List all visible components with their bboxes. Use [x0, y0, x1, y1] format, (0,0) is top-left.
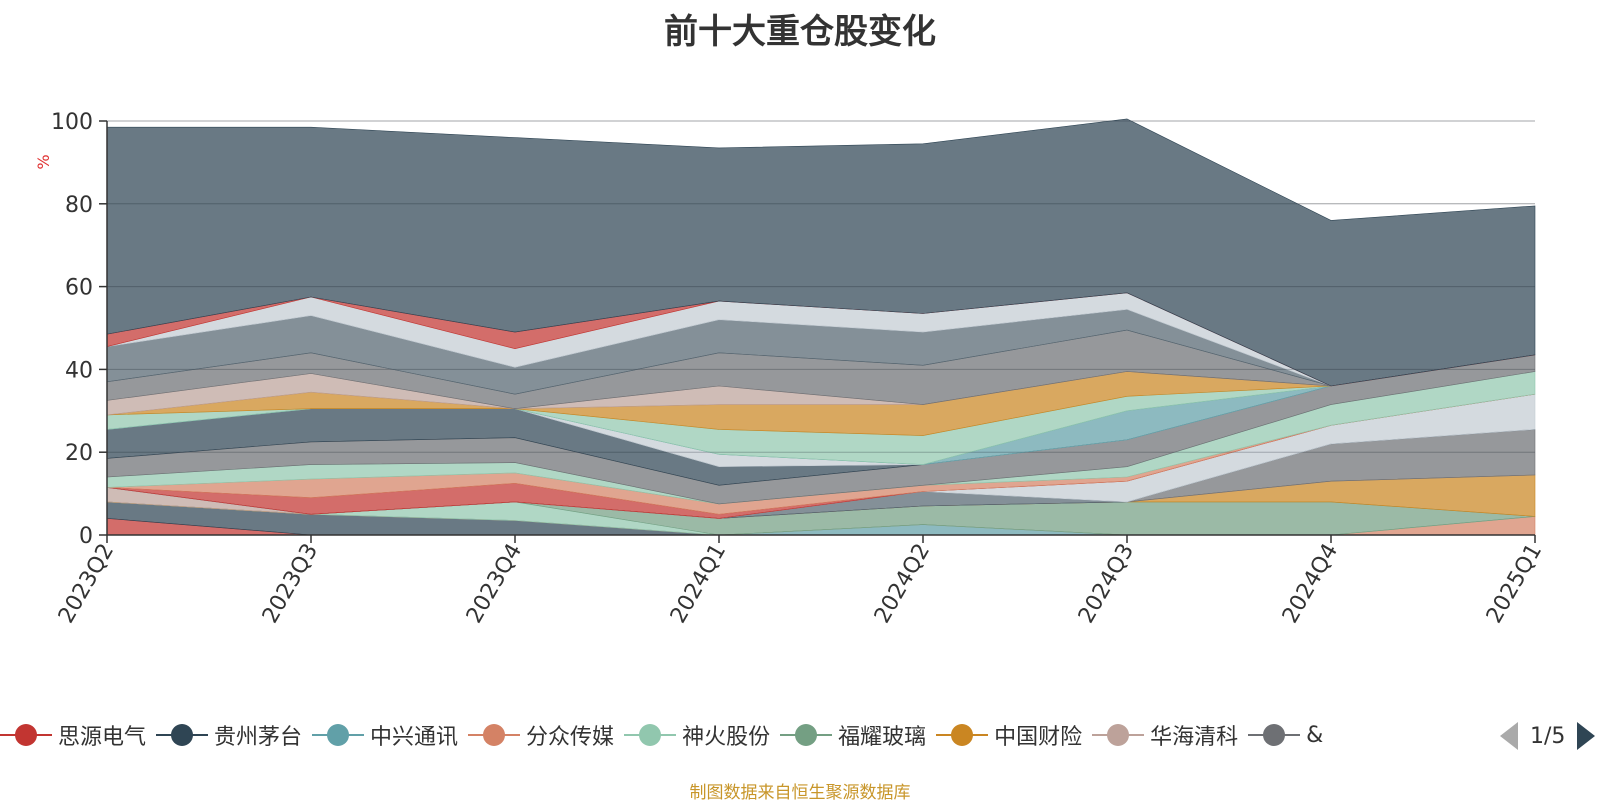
y-tick-label: 100 — [51, 110, 93, 135]
area-series-26 — [106, 118, 1536, 387]
legend-marker-icon — [0, 724, 52, 746]
area-series — [106, 118, 1536, 536]
legend-marker-icon — [936, 724, 989, 746]
legend-marker-icon — [156, 724, 209, 746]
x-tick-label: 2023Q2 — [54, 540, 119, 628]
legend-marker-icon — [780, 724, 833, 746]
x-tick-label: 2024Q4 — [1278, 540, 1343, 628]
legend-page-indicator: 1/5 — [1530, 723, 1566, 749]
y-tick-label: 80 — [65, 193, 93, 218]
legend-label: 思源电气 — [58, 725, 147, 750]
y-tick-label: 20 — [65, 441, 93, 466]
y-axis-unit-label: % — [34, 154, 53, 169]
legend-label: & — [1306, 722, 1324, 748]
legend-label: 贵州茅台 — [214, 725, 303, 750]
legend: 思源电气 贵州茅台 中兴通讯 分众传媒 神火股份 福耀玻璃 中国财险 华海清科 & — [0, 712, 1487, 758]
chart-title: 前十大重仓股变化 — [664, 12, 936, 52]
legend-marker-icon — [312, 724, 365, 746]
x-tick-label: 2023Q3 — [258, 540, 323, 628]
legend-marker-icon — [1092, 724, 1145, 746]
legend-item[interactable]: 神火股份 — [624, 719, 770, 751]
legend-item[interactable]: 福耀玻璃 — [780, 719, 926, 751]
x-tick-label: 2024Q2 — [870, 540, 935, 628]
legend-item[interactable]: 中兴通讯 — [312, 719, 458, 751]
legend-item[interactable]: & — [1248, 722, 1323, 748]
legend-pager: 1/5 — [1500, 718, 1596, 754]
y-tick-label: 0 — [79, 524, 93, 549]
legend-label: 华海清科 — [1150, 725, 1239, 750]
legend-marker-icon — [468, 724, 521, 746]
legend-item[interactable]: 华海清科 — [1092, 719, 1238, 751]
data-source-note: 制图数据来自恒生聚源数据库 — [689, 783, 911, 803]
x-tick-label: 2024Q1 — [666, 540, 731, 628]
legend-label: 中国财险 — [994, 725, 1083, 750]
legend-next-icon[interactable] — [1577, 722, 1596, 750]
legend-item[interactable]: 分众传媒 — [468, 719, 614, 751]
legend-label: 中兴通讯 — [370, 725, 459, 750]
legend-item[interactable]: 贵州茅台 — [156, 719, 302, 751]
legend-label: 神火股份 — [682, 725, 771, 750]
legend-item[interactable]: 思源电气 — [0, 719, 146, 751]
x-tick-label: 2023Q4 — [462, 540, 527, 628]
legend-marker-icon — [1248, 724, 1301, 746]
legend-label: 分众传媒 — [526, 725, 615, 750]
x-tick-label: 2025Q1 — [1482, 540, 1547, 628]
legend-item[interactable]: 中国财险 — [936, 719, 1082, 751]
legend-marker-icon — [624, 724, 677, 746]
legend-label: 福耀玻璃 — [838, 725, 927, 750]
y-tick-label: 40 — [65, 358, 93, 383]
x-tick-label: 2024Q3 — [1074, 540, 1139, 628]
legend-prev-icon[interactable] — [1500, 722, 1518, 750]
y-tick-label: 60 — [65, 276, 93, 301]
